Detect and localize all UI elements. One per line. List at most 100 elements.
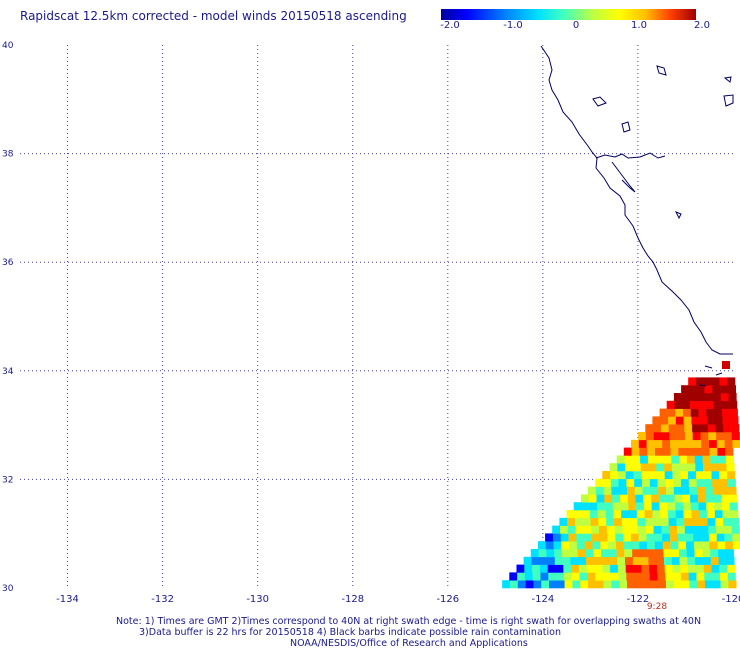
- wind-cell: [614, 525, 623, 534]
- wind-cell: [633, 471, 642, 480]
- wind-cell: [653, 525, 662, 534]
- wind-cell: [642, 486, 651, 495]
- wind-cell: [723, 424, 732, 433]
- wind-cell: [572, 580, 581, 589]
- wind-cell: [587, 572, 596, 581]
- note-line-3: NOAA/NESDIS/Office of Research and Appli…: [290, 638, 528, 649]
- wind-cell: [666, 580, 675, 589]
- wind-cell: [698, 502, 707, 511]
- wind-cell: [679, 549, 688, 558]
- wind-cell: [524, 572, 533, 581]
- wind-cell: [673, 572, 682, 581]
- colorbar-tick-label: 2.0: [694, 20, 710, 31]
- wind-cell: [695, 564, 704, 573]
- wind-cell: [517, 572, 526, 581]
- wind-cell: [718, 463, 727, 472]
- bay-outline: [611, 161, 636, 193]
- wind-cell: [723, 525, 732, 534]
- wind-cell: [601, 549, 610, 558]
- wind-cell: [647, 541, 656, 550]
- wind-cell: [680, 564, 689, 573]
- wind-cell: [668, 416, 677, 425]
- wind-cell: [588, 494, 597, 503]
- wind-cell: [646, 533, 655, 542]
- wind-cell: [722, 416, 731, 425]
- wind-cell: [683, 408, 692, 417]
- wind-cell: [649, 471, 658, 480]
- wind-cell: [582, 517, 591, 526]
- wind-cell: [702, 549, 711, 558]
- wind-cell: [689, 486, 698, 495]
- latitude-tick-label: 32: [2, 475, 13, 485]
- wind-cell: [538, 549, 547, 558]
- wind-cell: [631, 439, 640, 448]
- wind-cell: [708, 432, 717, 441]
- wind-cell: [719, 471, 728, 480]
- wind-cell: [640, 463, 649, 472]
- wind-cell: [620, 502, 629, 511]
- wind-cell: [707, 517, 716, 526]
- wind-cell: [625, 471, 634, 480]
- wind-cell: [545, 541, 554, 550]
- wind-cell: [719, 564, 728, 573]
- wind-cell: [638, 439, 647, 448]
- wind-cell: [606, 517, 615, 526]
- wind-cell: [631, 541, 640, 550]
- wind-cell: [687, 463, 696, 472]
- wind-cell: [696, 572, 705, 581]
- wind-cell: [645, 517, 654, 526]
- wind-cell: [678, 541, 687, 550]
- wind-cell: [617, 463, 626, 472]
- wind-cell: [710, 549, 719, 558]
- wind-cell: [576, 541, 585, 550]
- wind-cell: [690, 408, 699, 417]
- wind-cell: [546, 549, 555, 558]
- wind-cell: [639, 447, 648, 456]
- wind-cell: [645, 432, 654, 441]
- wind-cell: [725, 447, 734, 456]
- longitude-tick-label: -128: [341, 594, 364, 605]
- wind-cell: [669, 533, 678, 542]
- wind-cell: [723, 432, 732, 441]
- wind-cell: [686, 549, 695, 558]
- wind-cell: [617, 471, 626, 480]
- wind-cell: [716, 525, 725, 534]
- wind-cell: [636, 510, 645, 519]
- wind-cell: [701, 447, 710, 456]
- wind-cell: [689, 580, 698, 589]
- wind-cell: [695, 463, 704, 472]
- wind-cell: [667, 408, 676, 417]
- wind-cell: [714, 502, 723, 511]
- wind-cell: [685, 439, 694, 448]
- wind-cell: [554, 549, 563, 558]
- wind-cell: [656, 556, 665, 565]
- wind-cell: [727, 564, 736, 573]
- wind-cell: [681, 486, 690, 495]
- wind-cell: [627, 486, 636, 495]
- wind-cell: [703, 471, 712, 480]
- wind-cell: [666, 400, 675, 409]
- wind-cell: [599, 525, 608, 534]
- longitude-tick-label: -130: [246, 594, 269, 605]
- wind-cell: [677, 533, 686, 542]
- wind-cell: [589, 502, 598, 511]
- wind-cell: [656, 463, 665, 472]
- wind-cell: [578, 556, 587, 565]
- wind-cell: [711, 377, 720, 386]
- wind-cell: [659, 502, 668, 511]
- wind-cell: [593, 549, 602, 558]
- wind-cell: [705, 494, 714, 503]
- wind-cell: [717, 541, 726, 550]
- wind-cell: [673, 486, 682, 495]
- wind-cell: [579, 572, 588, 581]
- wind-cell: [675, 416, 684, 425]
- wind-cell: [688, 478, 697, 487]
- wind-cell: [732, 541, 740, 550]
- wind-cell: [625, 564, 634, 573]
- wind-cell: [696, 385, 705, 394]
- wind-cell: [619, 494, 628, 503]
- wind-cell: [652, 510, 661, 519]
- wind-cell: [672, 564, 681, 573]
- wind-cell: [602, 564, 611, 573]
- wind-cell: [660, 510, 669, 519]
